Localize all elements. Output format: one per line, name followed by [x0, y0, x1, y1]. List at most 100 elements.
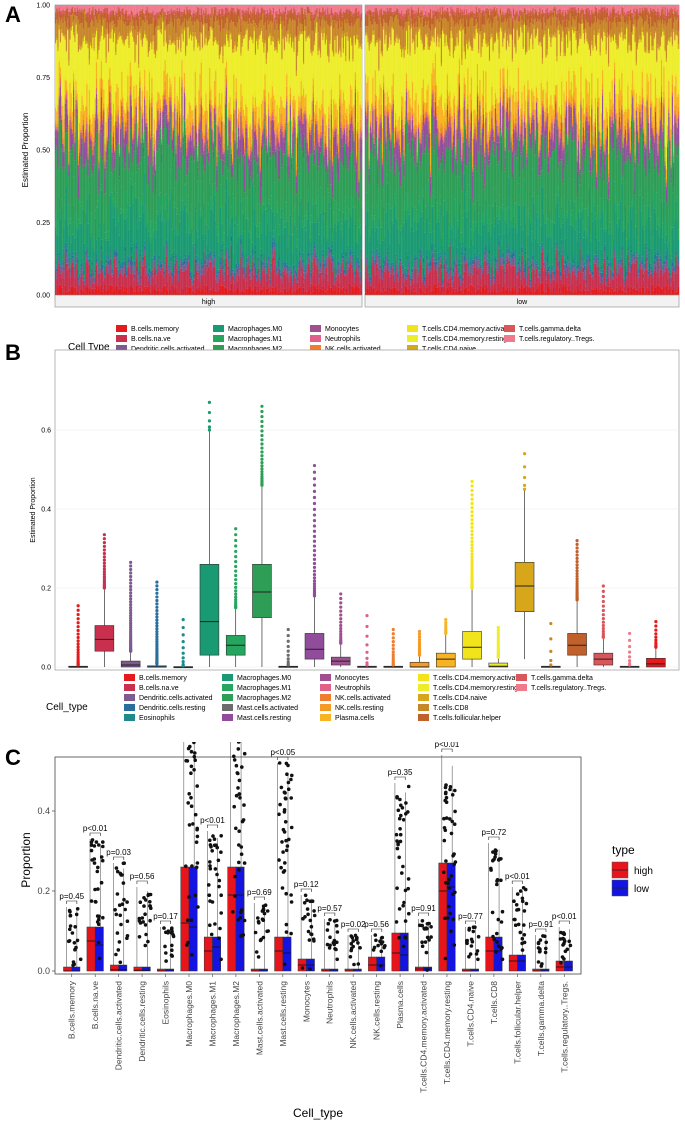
- stacked-bar-segment: [323, 15, 325, 20]
- stacked-bar-segment: [212, 140, 215, 142]
- stacked-bar-segment: [303, 287, 305, 295]
- stacked-bar-segment: [121, 39, 123, 69]
- stacked-bar-segment: [162, 109, 164, 111]
- stacked-bar-segment: [100, 106, 103, 129]
- stacked-bar-segment: [106, 137, 109, 140]
- stacked-bar-segment: [205, 121, 207, 125]
- stacked-bar-segment: [274, 94, 276, 100]
- stacked-bar-segment: [199, 49, 201, 51]
- stacked-bar-segment: [113, 16, 116, 25]
- stacked-bar-segment: [256, 291, 258, 295]
- stacked-bar-segment: [315, 254, 317, 259]
- stacked-bar-segment: [123, 134, 125, 137]
- stacked-bar-segment: [89, 14, 92, 19]
- stacked-bar-segment: [213, 254, 216, 258]
- stacked-bar-segment: [95, 19, 98, 29]
- stacked-bar-segment: [136, 141, 139, 144]
- stacked-bar-segment: [300, 7, 302, 13]
- stacked-bar-segment: [185, 131, 187, 135]
- stacked-bar-segment: [186, 291, 188, 295]
- stacked-bar-segment: [207, 126, 210, 129]
- stacked-bar-segment: [148, 68, 151, 73]
- stacked-bar-segment: [263, 25, 265, 48]
- stacked-bar-segment: [133, 26, 135, 40]
- stacked-bar-segment: [168, 145, 170, 198]
- stacked-bar-segment: [144, 5, 146, 14]
- stacked-bar-segment: [207, 41, 210, 127]
- stacked-bar-segment: [182, 271, 184, 289]
- stacked-bar-segment: [256, 5, 258, 12]
- stacked-bar-segment: [142, 14, 145, 21]
- stacked-bar-segment: [115, 130, 117, 141]
- stacked-bar-segment: [231, 291, 234, 295]
- stacked-bar-segment: [280, 291, 282, 295]
- stacked-bar-segment: [134, 105, 136, 115]
- stacked-bar-segment: [81, 8, 83, 12]
- stacked-bar-segment: [174, 5, 176, 10]
- stacked-bar-segment: [298, 96, 300, 107]
- stacked-bar-segment: [251, 242, 253, 265]
- stacked-bar-segment: [158, 259, 160, 265]
- stacked-bar-segment: [186, 116, 188, 119]
- stacked-bar-segment: [262, 121, 264, 130]
- stacked-bar-segment: [318, 5, 321, 9]
- stacked-bar-segment: [251, 271, 253, 279]
- stacked-bar-segment: [129, 205, 131, 259]
- stacked-bar-segment: [179, 146, 181, 215]
- stacked-bar-segment: [94, 120, 97, 126]
- stacked-bar-segment: [177, 229, 180, 236]
- stacked-bar-segment: [236, 287, 239, 295]
- stacked-bar-segment: [185, 92, 187, 97]
- stacked-bar-segment: [200, 95, 203, 98]
- stacked-bar-segment: [157, 13, 159, 16]
- stacked-bar-segment: [195, 270, 198, 290]
- stacked-bar-segment: [299, 31, 301, 35]
- stacked-bar-segment: [61, 105, 63, 115]
- stacked-bar-segment: [247, 167, 249, 220]
- stacked-bar-segment: [264, 268, 266, 275]
- stacked-bar-segment: [280, 269, 282, 273]
- stacked-bar-segment: [222, 147, 224, 152]
- stacked-bar-segment: [69, 78, 71, 83]
- stacked-bar-segment: [147, 154, 150, 156]
- stacked-bar-segment: [148, 129, 151, 134]
- stacked-bar-segment: [244, 16, 246, 22]
- stacked-bar-segment: [200, 101, 203, 105]
- stacked-bar-segment: [275, 145, 277, 147]
- stacked-bar-segment: [204, 218, 206, 234]
- stacked-bar-segment: [212, 288, 215, 295]
- stacked-bar-segment: [321, 280, 323, 287]
- stacked-bar-segment: [216, 156, 218, 162]
- stacked-bar-segment: [95, 62, 98, 79]
- stacked-bar-segment: [151, 78, 153, 93]
- stacked-bar-segment: [198, 5, 200, 8]
- stacked-bar-segment: [100, 96, 103, 107]
- stacked-bar-segment: [144, 13, 146, 17]
- stacked-bar-segment: [199, 73, 201, 104]
- stacked-bar-segment: [146, 286, 148, 295]
- stacked-bar-segment: [238, 275, 240, 291]
- stacked-bar-segment: [324, 21, 327, 43]
- stacked-bar-segment: [91, 288, 93, 295]
- stacked-bar-segment: [231, 130, 234, 159]
- stacked-bar-segment: [235, 215, 237, 263]
- stacked-bar-segment: [75, 24, 77, 79]
- stacked-bar-segment: [123, 218, 125, 258]
- stacked-bar-segment: [129, 22, 131, 30]
- stacked-bar-segment: [187, 111, 189, 115]
- stacked-bar-segment: [109, 172, 111, 196]
- stacked-bar-segment: [107, 103, 110, 112]
- stacked-bar-segment: [121, 15, 123, 37]
- stacked-bar-segment: [223, 151, 225, 154]
- stacked-bar-segment: [124, 125, 127, 131]
- stacked-bar-segment: [122, 97, 124, 106]
- stacked-bar-segment: [92, 6, 94, 10]
- stacked-bar-segment: [234, 41, 236, 46]
- stacked-bar-segment: [113, 31, 116, 34]
- stacked-bar-segment: [304, 97, 306, 107]
- stacked-bar-segment: [303, 64, 305, 85]
- stacked-bar-segment: [112, 125, 115, 132]
- stacked-bar-segment: [310, 139, 312, 155]
- stacked-bar-segment: [99, 120, 101, 125]
- stacked-bar-segment: [222, 63, 224, 115]
